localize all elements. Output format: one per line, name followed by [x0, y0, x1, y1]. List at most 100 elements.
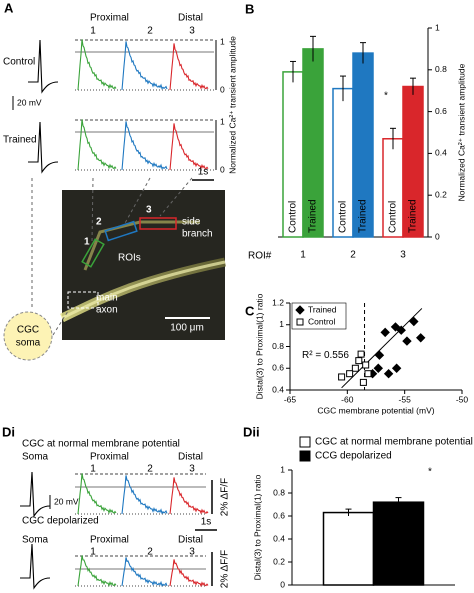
- calcium-trace: [169, 559, 209, 588]
- main-axon-label: main: [96, 293, 118, 304]
- point: [402, 336, 412, 346]
- y-tick-label: 0.6: [435, 106, 447, 116]
- roi-image-number: 3: [146, 205, 152, 216]
- y-tick-label: 0.8: [435, 64, 447, 74]
- trendline: [341, 308, 423, 389]
- side-branch-label: branch: [182, 229, 213, 240]
- y-tick-label: 0.6: [272, 363, 284, 373]
- bar-series-label: Control: [288, 201, 299, 233]
- calcium-trace: [77, 39, 117, 91]
- legend-swatch: [299, 450, 311, 462]
- y-tick-label: 0.8: [272, 341, 284, 351]
- guides: [31, 177, 193, 336]
- bar-series-label: Trained: [308, 199, 319, 233]
- point: [355, 357, 363, 365]
- x-tick-label: 3: [400, 250, 406, 261]
- bar-series-label: Control: [338, 201, 349, 233]
- legend-marker: [295, 305, 305, 315]
- point: [351, 364, 359, 372]
- y-tick-label: 0: [280, 579, 285, 589]
- y-tick-label: 1: [280, 464, 285, 474]
- calcium-trace: [121, 557, 168, 587]
- y-axis-title: Normalized Ca²⁺ transient amplitude: [456, 63, 466, 201]
- x-tick-label: -50: [456, 394, 469, 404]
- annotation: R² = 0.556: [302, 350, 349, 361]
- y-tick-label: 1: [279, 319, 284, 329]
- point: [362, 361, 370, 369]
- y-tick-label: 0.2: [273, 556, 285, 566]
- x-axis-title: ROI#: [248, 251, 272, 262]
- legend-label: Control: [308, 316, 336, 326]
- point: [374, 350, 385, 360]
- condition-label: CGC depolarized: [22, 516, 99, 527]
- calcium-trace: [121, 41, 168, 91]
- time-scale: 1s: [201, 517, 212, 528]
- y-tick-label: 0.2: [435, 189, 447, 199]
- point: [416, 333, 426, 343]
- roi-3: [139, 217, 177, 230]
- row-label: Trained: [3, 135, 37, 146]
- soma-trace: [20, 471, 51, 518]
- x-tick-label: -60: [341, 394, 354, 404]
- calcium-trace: [121, 475, 168, 515]
- df-scale: 2% ΔF/F: [220, 478, 231, 516]
- legend-label: CGC at normal membrane potential: [315, 437, 473, 448]
- significance-mark: *: [428, 467, 432, 478]
- amp-tick: 0: [220, 84, 225, 94]
- amp-tick: 0: [220, 164, 225, 174]
- point: [396, 325, 406, 335]
- y-tick-label: 0: [435, 231, 440, 241]
- calcium-trace: [169, 43, 209, 91]
- condition-label: CGC at normal membrane potential: [22, 439, 180, 450]
- roi-number: 2: [147, 26, 153, 37]
- panel-label: Dii: [243, 424, 260, 439]
- point: [383, 368, 394, 379]
- soma-label: CGC: [17, 325, 39, 336]
- x-tick-label: -55: [399, 394, 412, 404]
- branch-glow: [83, 220, 200, 271]
- soma-trace: [28, 39, 59, 94]
- y-tick-label: 1: [435, 22, 440, 32]
- x-tick-label: -65: [284, 394, 297, 404]
- amp-tick: 1: [220, 116, 225, 126]
- row-label: Control: [3, 57, 35, 68]
- roi-number: 3: [189, 26, 195, 37]
- calcium-trace: [169, 477, 209, 515]
- point: [373, 363, 384, 373]
- calcium-trace: [77, 119, 117, 171]
- soma-trace: [20, 543, 51, 590]
- point: [380, 327, 390, 338]
- roi-image-number: 2: [96, 217, 102, 228]
- panel-label: Di: [2, 424, 15, 439]
- soma-circle: [3, 311, 53, 361]
- calcium-trace: [77, 555, 117, 587]
- roi-2: [104, 220, 138, 242]
- df-scale: 2% ΔF/F: [220, 550, 231, 588]
- distal-label: Distal: [178, 452, 203, 463]
- roi-number: 1: [90, 547, 96, 558]
- point: [390, 322, 401, 332]
- panel-label: B: [245, 1, 254, 16]
- roi-number: 1: [90, 26, 96, 37]
- point: [357, 350, 365, 358]
- point: [391, 363, 402, 373]
- distal-label: Distal: [178, 13, 203, 24]
- x-tick-label: 1: [300, 250, 306, 261]
- voltage-scale: 20 mV: [54, 496, 79, 506]
- amp-tick: 1: [220, 36, 225, 46]
- calcium-trace: [77, 473, 117, 515]
- point: [409, 316, 419, 327]
- proximal-label: Proximal: [90, 13, 129, 24]
- y-tick-label: 0.8: [273, 487, 285, 497]
- legend-label: CCG depolarized: [315, 451, 392, 462]
- distal-label: Distal: [178, 535, 203, 546]
- soma-box: [67, 291, 99, 309]
- bar-series-label: Trained: [408, 199, 419, 233]
- y-tick-label: 0.4: [272, 384, 284, 394]
- roi-1: [81, 238, 105, 268]
- voltage-scale: 20 mV: [17, 97, 42, 107]
- roi-image-number: 1: [84, 237, 90, 248]
- y-axis-title: Distal(3) to Proximal(1) ratio: [252, 474, 262, 580]
- roi-number: 1: [90, 464, 96, 475]
- point: [364, 370, 372, 378]
